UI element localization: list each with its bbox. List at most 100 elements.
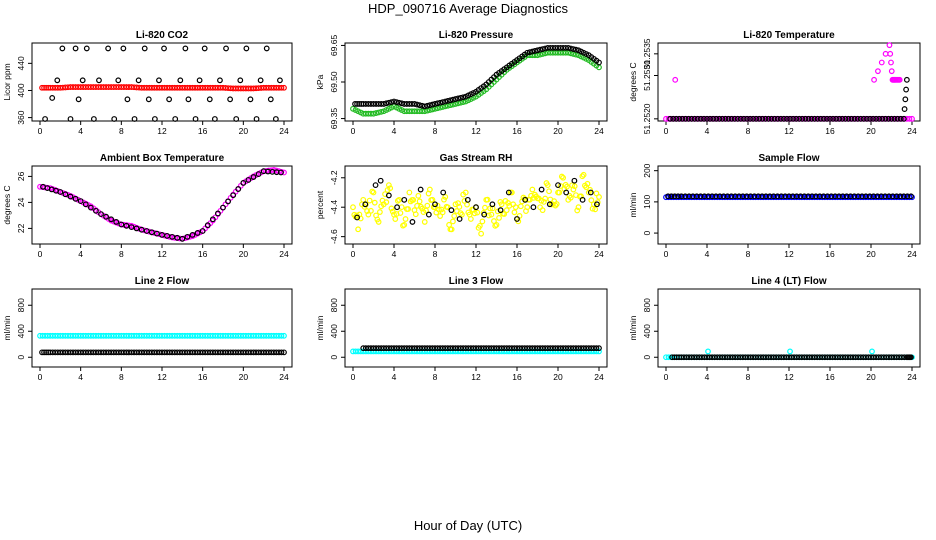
data-point <box>83 45 90 52</box>
x-tick-label: 4 <box>78 126 83 136</box>
data-point <box>435 206 442 213</box>
data-point <box>875 68 881 75</box>
data-point <box>583 184 590 191</box>
data-point <box>151 230 158 236</box>
data-point <box>416 108 423 115</box>
data-point <box>156 77 162 84</box>
x-tick-label: 0 <box>664 126 669 136</box>
data-point <box>868 354 874 361</box>
data-point <box>842 115 849 122</box>
data-point <box>62 332 69 339</box>
data-point <box>267 96 274 103</box>
data-point <box>42 332 48 339</box>
data-point <box>546 201 553 208</box>
data-point <box>558 173 565 180</box>
data-point <box>811 115 818 122</box>
data-point <box>665 193 671 200</box>
data-point <box>378 203 385 210</box>
data-point <box>72 45 79 52</box>
x-tick-label: 0 <box>38 372 43 382</box>
data-point <box>714 354 721 361</box>
data-point <box>542 195 549 202</box>
data-point <box>897 193 904 200</box>
data-point <box>398 107 405 113</box>
y-tick-label: 400 <box>16 324 26 338</box>
data-point <box>529 186 536 193</box>
panel-line-3-flow: Line 3 Flow ml/min 0 4 8 12 16 20 24 0 400 800 <box>315 276 608 382</box>
data-point <box>491 218 497 224</box>
data-point <box>673 354 680 361</box>
data-point <box>143 84 150 91</box>
data-point <box>593 57 600 64</box>
data-point <box>62 349 69 356</box>
y-tick-label: 0 <box>642 355 652 360</box>
x-tick-label: 16 <box>198 249 208 259</box>
data-point <box>377 209 383 215</box>
data-point <box>456 216 463 222</box>
data-point <box>375 345 382 352</box>
data-point <box>716 193 723 200</box>
data-point <box>43 84 49 91</box>
data-point <box>357 215 364 222</box>
data-point <box>385 192 392 199</box>
data-point <box>442 98 449 105</box>
data-point <box>447 345 454 352</box>
data-point <box>385 99 392 106</box>
data-point <box>235 332 242 339</box>
data-point <box>873 115 880 122</box>
data-point <box>67 116 74 122</box>
data-point <box>563 189 570 196</box>
data-point <box>479 218 486 225</box>
data-point <box>455 95 461 102</box>
data-point <box>394 204 400 211</box>
data-point <box>215 84 221 91</box>
data-point <box>113 84 120 90</box>
x-tick-label: 20 <box>553 126 563 136</box>
data-point <box>522 196 529 203</box>
data-point <box>174 84 181 91</box>
data-point <box>575 204 582 211</box>
data-point <box>505 189 512 196</box>
data-point <box>164 349 170 356</box>
data-point <box>52 84 59 91</box>
data-point <box>397 210 404 216</box>
data-point <box>98 211 104 218</box>
data-point <box>820 193 827 200</box>
data-point <box>204 332 211 339</box>
data-point <box>67 193 74 200</box>
data-point <box>787 115 793 122</box>
data-point <box>855 193 862 200</box>
data-point <box>734 354 741 361</box>
data-point <box>133 349 140 356</box>
data-point <box>438 206 445 213</box>
data-point <box>786 193 792 200</box>
data-point <box>255 349 262 356</box>
data-point <box>415 192 422 199</box>
data-point <box>806 354 813 361</box>
data-point <box>734 115 741 122</box>
plot-frame <box>657 42 921 122</box>
data-point <box>753 115 760 122</box>
data-point <box>793 115 800 122</box>
data-point <box>406 108 413 115</box>
data-point <box>416 102 423 109</box>
x-tick-label: 20 <box>553 372 563 382</box>
data-point <box>517 203 524 210</box>
y-tick-label: 100 <box>642 195 652 209</box>
data-point <box>90 116 97 122</box>
data-point <box>277 77 283 84</box>
data-point <box>782 193 789 200</box>
data-point <box>701 115 707 122</box>
data-point <box>72 195 79 202</box>
data-point <box>148 229 155 236</box>
data-point <box>174 349 181 356</box>
data-point <box>894 115 901 122</box>
data-point <box>401 196 408 203</box>
data-point <box>557 183 564 189</box>
x-tick-label: 8 <box>119 249 124 259</box>
data-point <box>832 193 839 200</box>
data-point <box>549 44 556 51</box>
data-point <box>560 44 567 51</box>
plot-frame <box>31 42 293 122</box>
